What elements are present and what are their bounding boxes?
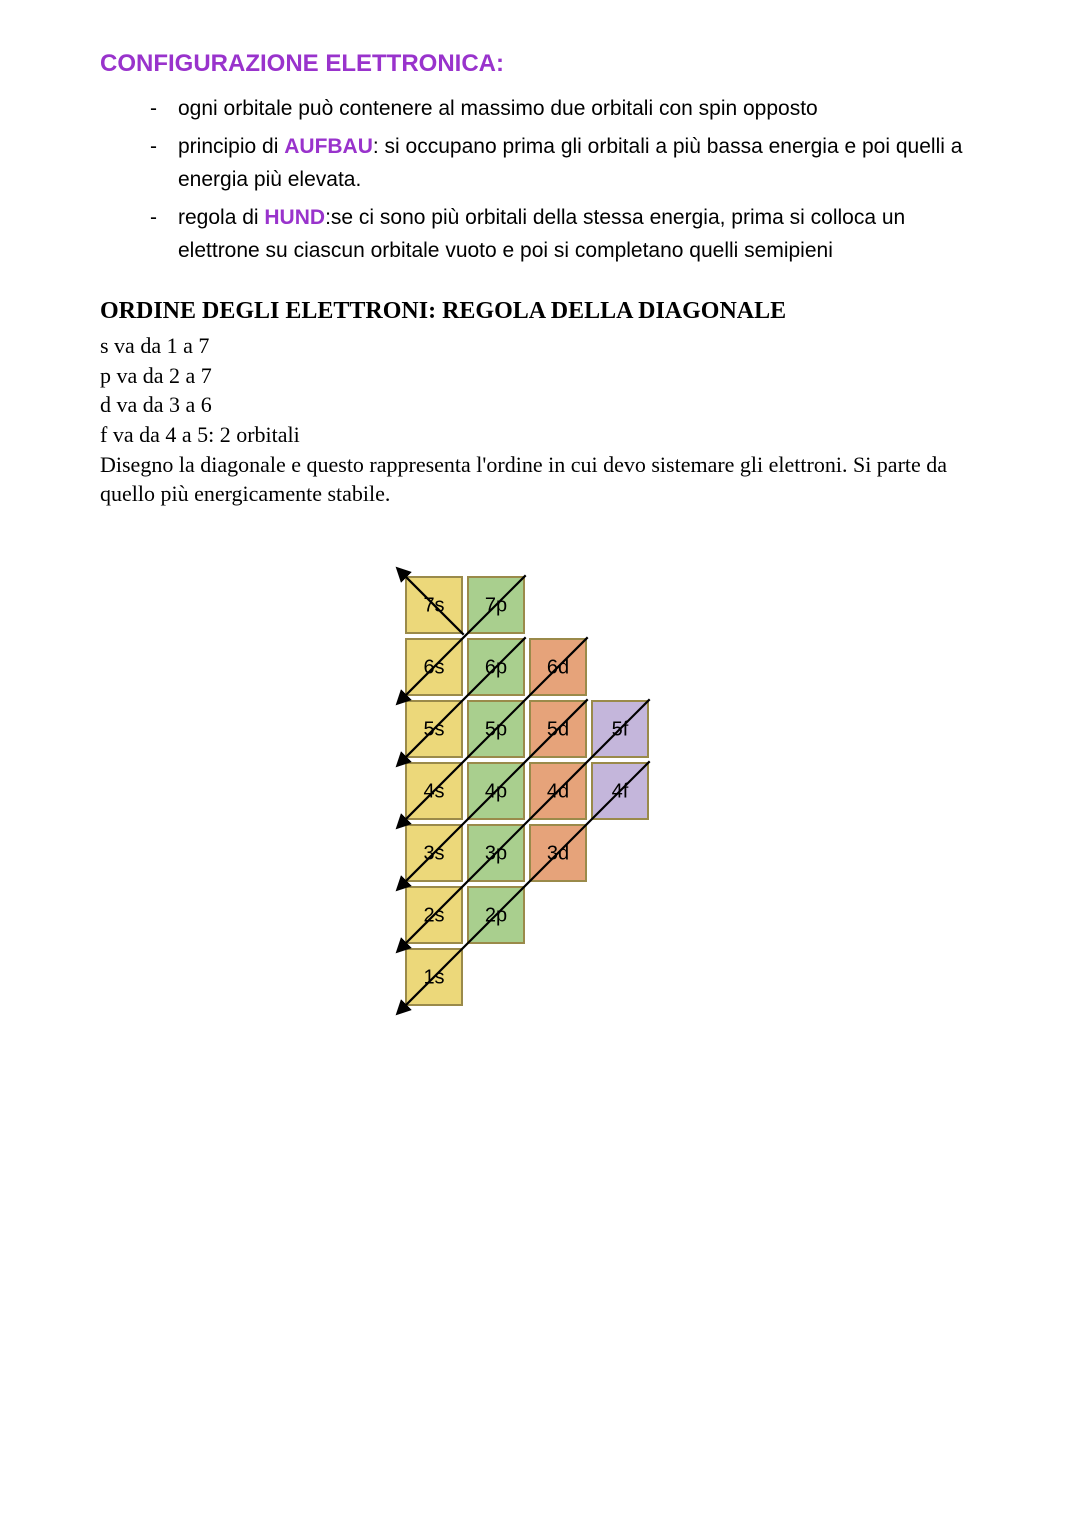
aufbau-diagram: 7s7p6s6p6d5s5p5d5f4s4p4d4f3s3p3d2s2p1s	[100, 527, 980, 1041]
bullet-keyword: AUFBAU	[284, 135, 373, 158]
bullet-keyword: HUND	[264, 206, 325, 229]
body-line: s va da 1 a 7	[100, 331, 980, 361]
body-line: p va da 2 a 7	[100, 361, 980, 391]
bullet-item: ogni orbitale può contenere al massimo d…	[150, 92, 980, 126]
body-line: f va da 4 a 5: 2 orbitali	[100, 420, 980, 450]
body-line: Disegno la diagonale e questo rappresent…	[100, 450, 980, 509]
bullet-item: regola di HUND:se ci sono più orbitali d…	[150, 201, 980, 268]
bullet-text: ogni orbitale può contenere al massimo d…	[178, 97, 818, 120]
bullet-text: regola di	[178, 206, 264, 229]
section-heading: ORDINE DEGLI ELETTRONI: REGOLA DELLA DIA…	[100, 298, 980, 325]
body-line: d va da 3 a 6	[100, 390, 980, 420]
aufbau-diagram-svg: 7s7p6s6p6d5s5p5d5f4s4p4d4f3s3p3d2s2p1s	[336, 527, 744, 1041]
bullet-text: principio di	[178, 135, 284, 158]
bullet-list: ogni orbitale può contenere al massimo d…	[100, 92, 980, 268]
page-title: CONFIGURAZIONE ELETTRONICA:	[100, 50, 980, 78]
bullet-item: principio di AUFBAU: si occupano prima g…	[150, 130, 980, 197]
